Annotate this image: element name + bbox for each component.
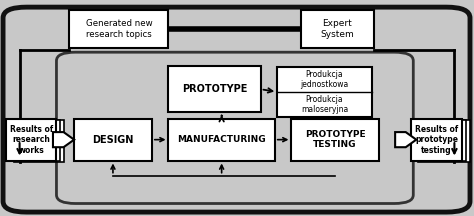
Text: MANUFACTURING: MANUFACTURING (177, 135, 266, 144)
Text: Results of
prototype
testing: Results of prototype testing (415, 125, 458, 155)
FancyBboxPatch shape (14, 121, 64, 162)
FancyBboxPatch shape (415, 120, 466, 161)
FancyBboxPatch shape (10, 120, 60, 161)
Text: DESIGN: DESIGN (92, 135, 134, 145)
FancyBboxPatch shape (277, 67, 372, 117)
Text: PROTOTYPE
TESTING: PROTOTYPE TESTING (305, 130, 365, 149)
FancyBboxPatch shape (292, 119, 379, 160)
FancyBboxPatch shape (74, 119, 152, 160)
FancyBboxPatch shape (6, 119, 56, 160)
FancyBboxPatch shape (411, 119, 462, 160)
Text: PROTOTYPE: PROTOTYPE (182, 84, 247, 94)
Text: Results of
research
works: Results of research works (9, 125, 53, 155)
FancyBboxPatch shape (301, 10, 374, 48)
FancyBboxPatch shape (168, 66, 261, 112)
Text: Expert
System: Expert System (320, 19, 354, 39)
Text: Produkcja
jednostkowa: Produkcja jednostkowa (301, 70, 348, 89)
FancyBboxPatch shape (69, 10, 168, 48)
Polygon shape (395, 132, 416, 147)
Text: Generated new
research topics: Generated new research topics (85, 19, 152, 39)
FancyBboxPatch shape (419, 121, 470, 162)
FancyBboxPatch shape (168, 119, 275, 160)
Polygon shape (53, 132, 74, 147)
Text: Produkcja
maloseryjna: Produkcja maloseryjna (301, 95, 348, 114)
